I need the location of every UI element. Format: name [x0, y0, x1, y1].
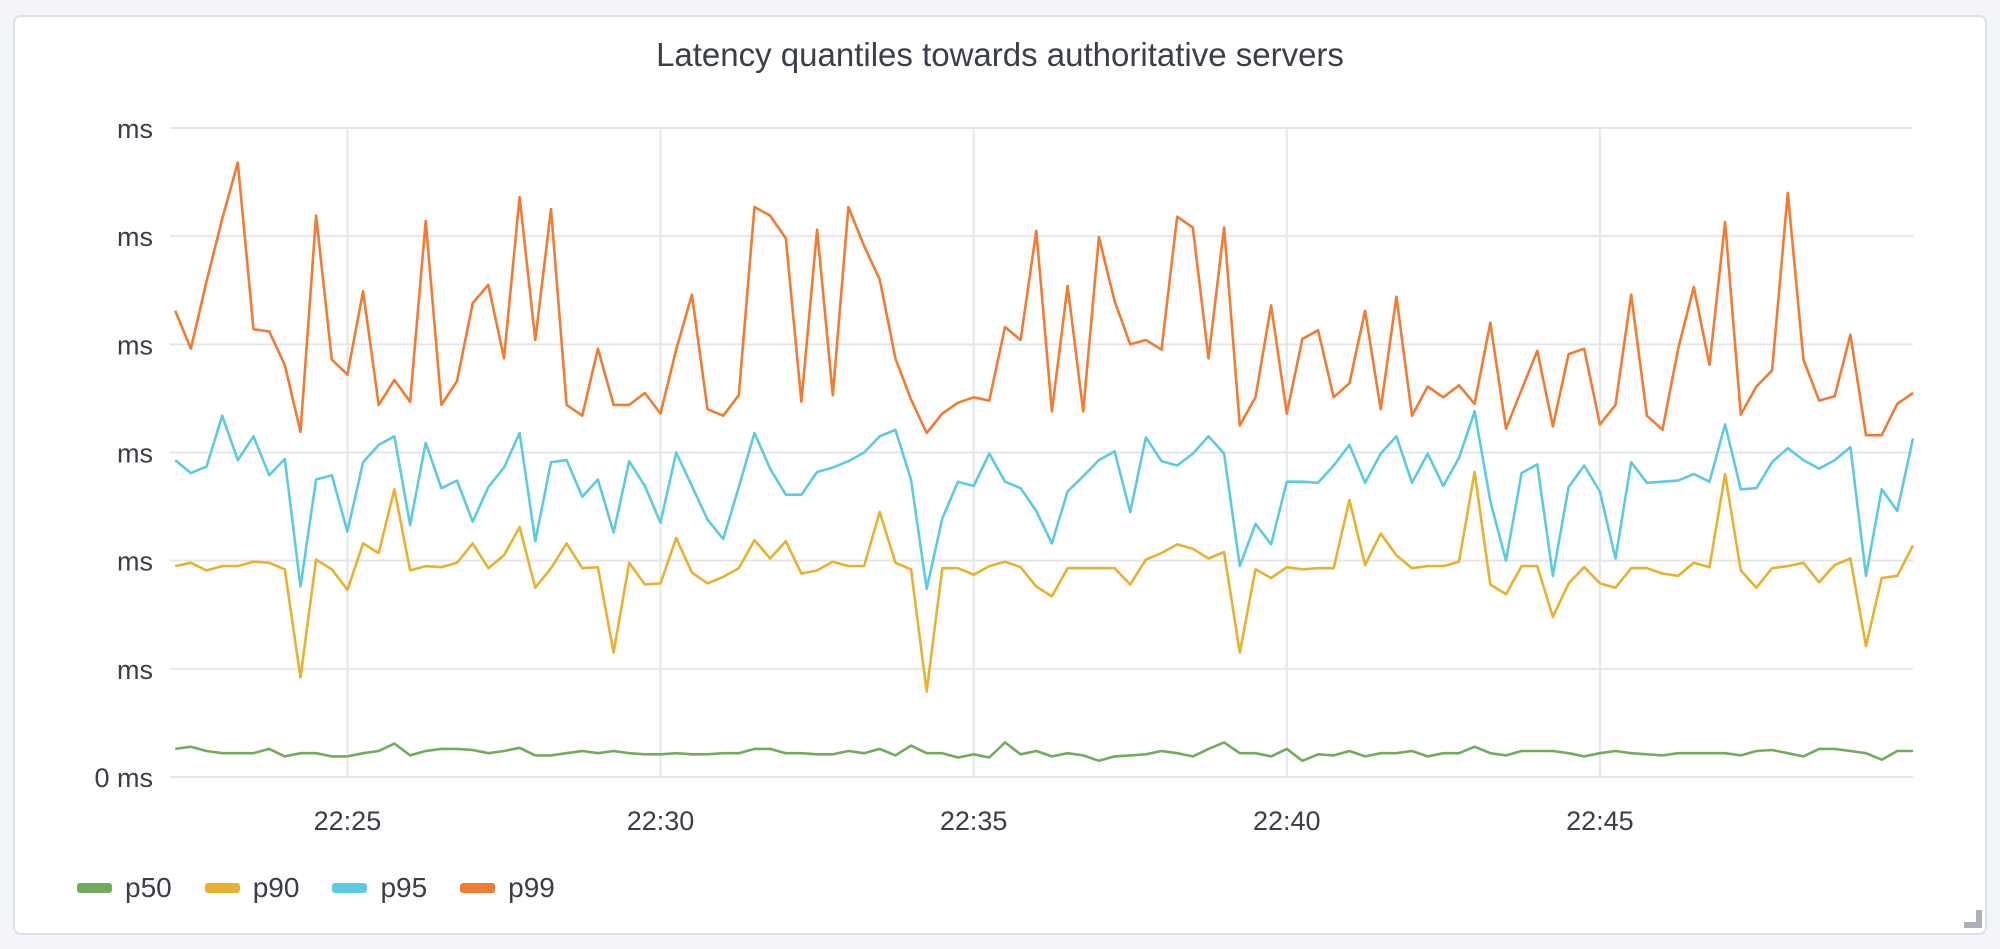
y-tick-label: ms [117, 222, 153, 252]
y-tick-label: ms [117, 655, 153, 685]
y-tick-label: ms [117, 330, 153, 360]
y-tick-label: ms [117, 547, 153, 577]
x-tick-label: 22:40 [1253, 806, 1321, 836]
chart-title: Latency quantiles towards authoritative … [656, 36, 1344, 73]
x-tick-label: 22:30 [627, 806, 695, 836]
legend-swatch [77, 883, 112, 893]
legend-swatch [460, 883, 496, 893]
legend-item-p95[interactable]: p95 [332, 872, 427, 904]
series-line-p99 [173, 161, 1914, 437]
x-tick-label: 22:25 [314, 806, 382, 836]
y-tick-label: ms [117, 439, 153, 469]
legend-label: p95 [380, 872, 428, 903]
legend-swatch [332, 883, 368, 893]
y-tick-label: ms [117, 114, 153, 144]
legend-label: p90 [252, 872, 300, 903]
y-tick-label: 0 ms [94, 763, 153, 793]
series-line-p50 [175, 741, 1913, 763]
legend-label: p50 [125, 872, 172, 903]
legend-item-p50[interactable]: p50 [77, 872, 172, 904]
x-tick-label: 22:45 [1566, 806, 1634, 836]
resize-corner-icon[interactable] [1964, 910, 1982, 928]
series-line-p95 [174, 410, 1915, 591]
legend-label: p99 [508, 872, 555, 903]
legend-item-p90[interactable]: p90 [204, 872, 300, 904]
legend-item-p99[interactable]: p99 [460, 872, 555, 904]
legend-swatch [204, 883, 240, 893]
chart-legend: p50 p90 p95 p99 [77, 872, 588, 904]
x-tick-label: 22:35 [940, 806, 1008, 836]
series-line-p90 [174, 470, 1915, 693]
